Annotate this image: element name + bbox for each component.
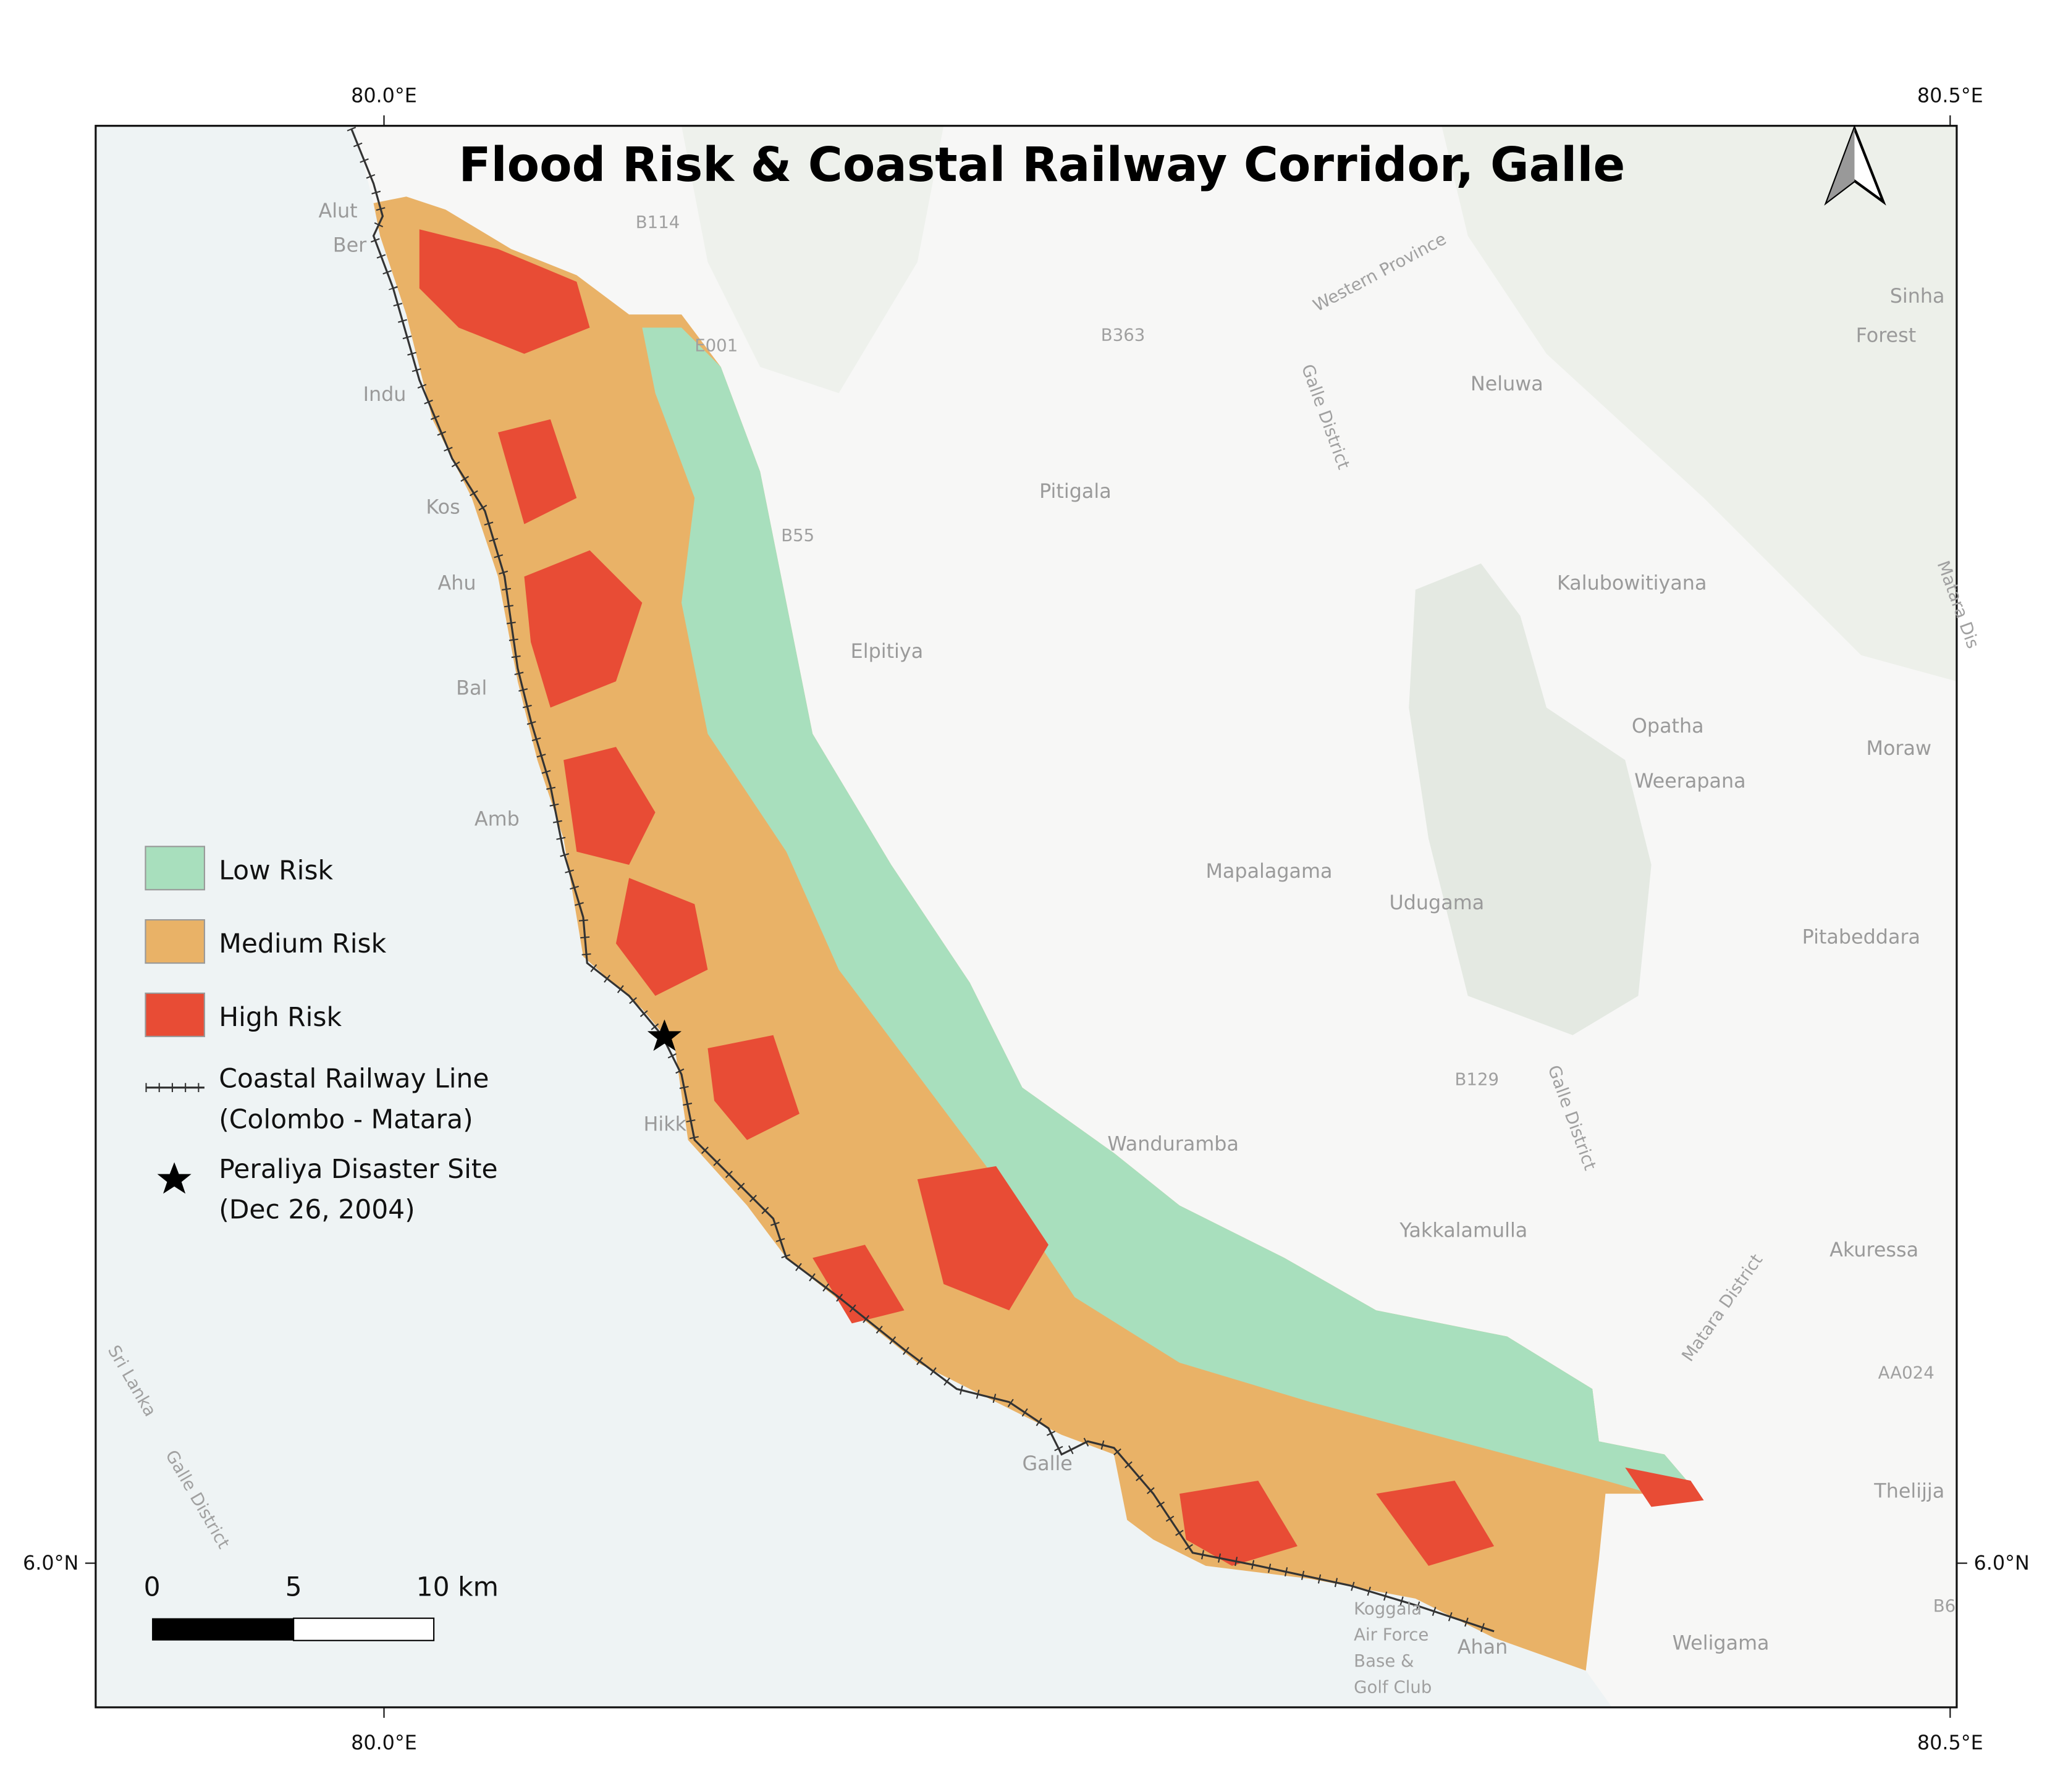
- legend-label: Low Risk: [219, 856, 333, 886]
- basemap-label: Mapalagama: [1205, 859, 1332, 883]
- basemap-label: Wanduramba: [1107, 1132, 1239, 1155]
- graticule-label: 80.5°E: [1917, 83, 1983, 107]
- basemap-label: Neluwa: [1471, 372, 1543, 395]
- forest: [1409, 563, 1652, 1035]
- scale-segment: [152, 1618, 294, 1641]
- graticule-label: 80.0°E: [351, 83, 417, 107]
- scale-label: 5: [285, 1573, 302, 1603]
- scale-segment: [293, 1617, 435, 1641]
- scale-label: 0: [144, 1573, 161, 1603]
- railway: [350, 128, 1495, 1633]
- basemap-label: Ahan: [1458, 1635, 1508, 1659]
- legend-label: (Colombo - Matara): [219, 1104, 473, 1135]
- forest: [681, 125, 944, 393]
- graticule-label: 6.0°N: [23, 1551, 78, 1575]
- graticule-label: 80.5°E: [1917, 1731, 1983, 1754]
- north-arrow: [1824, 124, 1886, 206]
- basemap-label: Kos: [426, 495, 460, 519]
- scale-bar: 0 5 10 km: [144, 1573, 499, 1641]
- basemap-label: Elpitiya: [851, 639, 924, 663]
- basemap-label: Hikk: [643, 1113, 686, 1136]
- legend-swatch: [145, 992, 205, 1037]
- basemap-label: B6: [1933, 1596, 1956, 1616]
- basemap-label: Bal: [456, 676, 487, 699]
- sea: [95, 125, 1613, 1707]
- basemap-label: Pitabeddara: [1802, 925, 1920, 948]
- basemap-label: Base &: [1354, 1651, 1414, 1671]
- legend-label: Peraliya Disaster Site: [219, 1155, 497, 1185]
- basemap-label: Galle: [1023, 1452, 1073, 1475]
- basemap-label: Weligama: [1673, 1631, 1770, 1655]
- map-body: [95, 125, 1957, 1707]
- basemap-label: Ber: [333, 233, 367, 256]
- basemap-label: B129: [1455, 1069, 1500, 1089]
- legend-label: Coastal Railway Line: [219, 1064, 489, 1095]
- legend: Low Risk Medium Risk High Risk Coastal R…: [145, 846, 498, 1226]
- basemap-label: Golf Club: [1354, 1677, 1432, 1697]
- legend-swatch: [145, 919, 205, 964]
- basemap-label: Yakkalamulla: [1399, 1218, 1527, 1242]
- basemap-label: Amb: [475, 807, 520, 830]
- graticule-label: 80.0°E: [351, 1731, 417, 1754]
- basemap-label: Ahu: [437, 571, 476, 595]
- frame: [95, 125, 1958, 1709]
- forest: [1441, 125, 1957, 682]
- basemap-label: B363: [1101, 325, 1146, 345]
- graticule-ticks: [85, 115, 1967, 1718]
- basemap-label: E001: [694, 335, 738, 356]
- map-title: Flood Risk & Coastal Railway Corridor, G…: [458, 138, 1625, 193]
- basemap-label: Opatha: [1632, 714, 1704, 738]
- scale-label: 10 km: [416, 1573, 499, 1603]
- basemap-label: AA024: [1878, 1363, 1935, 1383]
- basemap-label: Alut: [318, 199, 357, 222]
- basemap-label: Moraw: [1867, 736, 1931, 760]
- graticule-label: 6.0°N: [1973, 1551, 2029, 1575]
- legend-swatch: [145, 846, 205, 891]
- legend-label: Medium Risk: [219, 929, 386, 959]
- legend-label: High Risk: [219, 1003, 342, 1033]
- basemap-label: Pitigala: [1039, 479, 1112, 503]
- basemap-label: Indu: [363, 382, 407, 406]
- basemap-label: Thelijja: [1873, 1479, 1944, 1503]
- high-risk-zones: [419, 229, 1704, 1566]
- basemap-label: Air Force: [1354, 1625, 1428, 1645]
- basemap-label: Forest: [1856, 324, 1917, 347]
- legend-label: (Dec 26, 2004): [219, 1195, 415, 1226]
- basemap-label: Udugama: [1389, 891, 1484, 914]
- basemap-label: Akuressa: [1829, 1238, 1918, 1261]
- low-risk-zone: [642, 327, 1704, 1500]
- basemap-label: B114: [636, 212, 680, 232]
- basemap-label: Sinha: [1890, 284, 1945, 308]
- basemap-label: Koggala: [1354, 1598, 1422, 1618]
- basemap-label: B55: [781, 525, 814, 545]
- basemap-label: Weerapana: [1634, 769, 1746, 793]
- basemap-label: Kalubowitiyana: [1557, 571, 1707, 595]
